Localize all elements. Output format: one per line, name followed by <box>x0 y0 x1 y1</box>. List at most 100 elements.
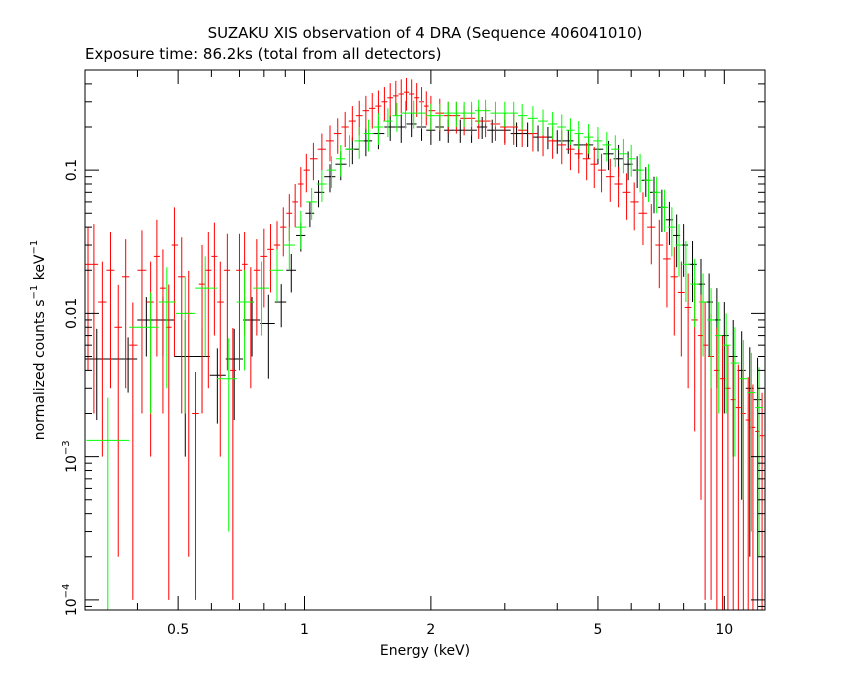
data-point <box>542 127 553 150</box>
data-point <box>317 133 326 171</box>
data-point <box>121 239 130 389</box>
data-point <box>280 207 287 257</box>
data-point <box>306 188 317 220</box>
data-point <box>98 261 107 457</box>
series-3 <box>86 99 763 610</box>
data-point <box>482 108 491 138</box>
data-point <box>171 207 179 357</box>
data-point <box>566 118 575 145</box>
data-point <box>682 241 691 303</box>
data-point <box>305 201 315 228</box>
data-point <box>638 192 648 246</box>
data-point <box>532 125 543 152</box>
data-point <box>309 142 318 181</box>
data-point <box>707 288 715 389</box>
data-point <box>236 270 254 371</box>
data-point <box>593 127 603 159</box>
y-tick-label: 10−3 <box>61 440 80 473</box>
data-point <box>359 128 373 157</box>
data-point <box>735 364 741 610</box>
data-point <box>217 261 224 457</box>
data-point <box>348 106 356 141</box>
x-tick-label: 1 <box>300 622 309 638</box>
data-point <box>384 115 396 141</box>
data-point <box>428 95 436 131</box>
data-point <box>209 348 226 424</box>
data-point <box>423 91 429 126</box>
data-point <box>406 113 417 138</box>
data-point <box>435 103 445 131</box>
data-point <box>174 319 194 457</box>
data-point <box>426 103 436 131</box>
data-point <box>409 100 418 129</box>
y-axis-label-exp1: −1 <box>29 285 40 300</box>
plot-data <box>85 77 765 610</box>
data-point <box>247 267 254 389</box>
data-point <box>283 227 296 271</box>
data-point <box>176 276 196 414</box>
data-point <box>86 397 130 610</box>
y-tick-label: 0.01 <box>64 298 80 329</box>
data-point <box>522 122 533 148</box>
data-point <box>487 119 499 143</box>
data-point <box>490 101 501 128</box>
data-point <box>517 116 528 148</box>
data-point <box>253 261 270 336</box>
data-point <box>703 302 709 600</box>
data-point <box>333 118 342 154</box>
data-point <box>159 249 166 414</box>
data-point <box>517 103 528 131</box>
data-point <box>619 138 628 174</box>
data-point <box>216 338 237 532</box>
x-tick-label: 10 <box>715 622 733 638</box>
data-point <box>303 153 310 193</box>
data-point <box>324 164 336 193</box>
data-point <box>90 224 99 414</box>
x-tick-label: 0.5 <box>167 622 189 638</box>
data-point <box>582 142 591 181</box>
data-point <box>500 101 510 128</box>
data-point <box>547 111 558 139</box>
data-point <box>314 180 325 208</box>
data-point <box>670 247 678 336</box>
data-point <box>106 231 115 389</box>
data-point <box>644 164 653 202</box>
data-point <box>414 83 420 117</box>
data-point <box>605 158 615 202</box>
data-point <box>583 123 594 154</box>
data-point <box>444 119 455 143</box>
data-point <box>267 224 274 293</box>
data-point <box>341 111 349 148</box>
data-point <box>393 80 399 116</box>
data-point <box>745 347 754 557</box>
data-point <box>362 95 370 131</box>
data-point <box>677 261 685 357</box>
data-point <box>316 170 327 202</box>
y-tick-label: 10−4 <box>61 584 80 617</box>
data-point <box>336 144 346 177</box>
data-point <box>395 114 407 143</box>
data-point <box>755 367 763 557</box>
data-point <box>153 219 160 357</box>
data-point <box>381 87 388 122</box>
plot-frame <box>84 69 766 611</box>
data-point <box>260 294 275 379</box>
data-point <box>557 114 567 143</box>
data-point <box>714 302 723 414</box>
data-point <box>129 292 159 414</box>
data-point <box>622 173 631 220</box>
data-point <box>297 167 304 208</box>
data-point <box>719 335 726 610</box>
series-1 <box>85 113 762 600</box>
data-point <box>482 99 491 124</box>
data-point <box>663 231 671 308</box>
data-point <box>114 284 122 557</box>
data-point <box>444 101 453 128</box>
data-point <box>387 83 394 117</box>
data-point <box>195 256 217 357</box>
data-point <box>295 210 307 250</box>
axis-ticks: 0.5 1 2 5 10 10−4 10−3 0.01 0.1 <box>61 69 765 638</box>
data-point <box>460 101 468 128</box>
data-point <box>223 233 231 371</box>
data-point <box>537 109 548 136</box>
